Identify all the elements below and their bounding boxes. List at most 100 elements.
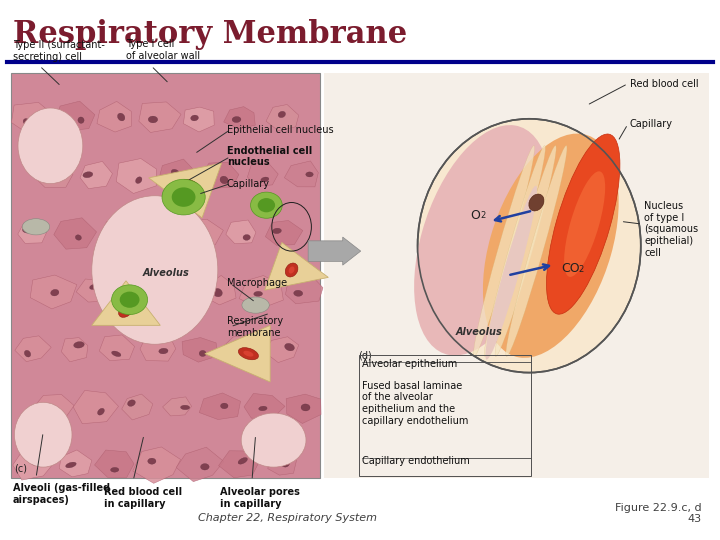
Ellipse shape bbox=[220, 176, 228, 184]
Text: Figure 22.9.c, d: Figure 22.9.c, d bbox=[616, 503, 702, 513]
Ellipse shape bbox=[23, 119, 30, 125]
Ellipse shape bbox=[418, 119, 641, 373]
Ellipse shape bbox=[201, 464, 209, 470]
Text: Fused basal laminae
of the alveolar
epithelium and the
capillary endothelium: Fused basal laminae of the alveolar epit… bbox=[362, 381, 469, 426]
Text: Type II (surfactant-
secreting) cell: Type II (surfactant- secreting) cell bbox=[13, 40, 105, 62]
Polygon shape bbox=[264, 337, 299, 362]
Polygon shape bbox=[139, 102, 181, 132]
Polygon shape bbox=[266, 220, 303, 245]
Ellipse shape bbox=[14, 402, 72, 467]
Polygon shape bbox=[30, 275, 77, 309]
Ellipse shape bbox=[528, 194, 544, 211]
Ellipse shape bbox=[112, 351, 121, 356]
Polygon shape bbox=[94, 450, 134, 477]
Text: Epithelial cell nucleus: Epithelial cell nucleus bbox=[227, 125, 333, 134]
Polygon shape bbox=[285, 275, 323, 304]
Text: Respiratory Membrane: Respiratory Membrane bbox=[13, 19, 408, 50]
Polygon shape bbox=[97, 102, 131, 132]
Text: Respiratory
membrane: Respiratory membrane bbox=[227, 316, 283, 338]
Polygon shape bbox=[73, 390, 119, 424]
Ellipse shape bbox=[18, 108, 83, 184]
Ellipse shape bbox=[241, 413, 306, 467]
Ellipse shape bbox=[485, 186, 537, 360]
Ellipse shape bbox=[66, 462, 76, 468]
Ellipse shape bbox=[485, 146, 545, 356]
Text: Type I cell
of alveolar wall: Type I cell of alveolar wall bbox=[126, 39, 200, 61]
Ellipse shape bbox=[112, 285, 148, 314]
Ellipse shape bbox=[191, 115, 199, 121]
Ellipse shape bbox=[78, 117, 84, 123]
Polygon shape bbox=[100, 219, 132, 247]
Text: Alveolus: Alveolus bbox=[456, 327, 502, 337]
Ellipse shape bbox=[506, 146, 567, 356]
Polygon shape bbox=[112, 273, 156, 307]
Polygon shape bbox=[176, 447, 224, 482]
Polygon shape bbox=[226, 220, 256, 244]
Text: 2: 2 bbox=[480, 211, 486, 220]
Ellipse shape bbox=[273, 228, 282, 234]
Polygon shape bbox=[59, 450, 92, 477]
Text: (d): (d) bbox=[359, 350, 372, 360]
Ellipse shape bbox=[301, 404, 310, 411]
Ellipse shape bbox=[122, 307, 130, 314]
Ellipse shape bbox=[564, 171, 606, 277]
Polygon shape bbox=[140, 334, 176, 361]
Text: Alveolus: Alveolus bbox=[143, 268, 189, 278]
Ellipse shape bbox=[546, 134, 620, 314]
Text: CO: CO bbox=[562, 262, 580, 275]
Ellipse shape bbox=[261, 177, 269, 182]
Ellipse shape bbox=[119, 303, 133, 318]
Polygon shape bbox=[122, 394, 153, 420]
Polygon shape bbox=[18, 222, 46, 244]
Ellipse shape bbox=[76, 235, 81, 240]
Ellipse shape bbox=[111, 468, 119, 472]
Ellipse shape bbox=[83, 172, 93, 178]
Text: 2: 2 bbox=[578, 265, 584, 274]
Polygon shape bbox=[158, 159, 196, 190]
Ellipse shape bbox=[181, 405, 189, 410]
Ellipse shape bbox=[117, 113, 125, 121]
Ellipse shape bbox=[495, 146, 556, 356]
Ellipse shape bbox=[128, 285, 138, 291]
Text: Endothelial cell
nucleus: Endothelial cell nucleus bbox=[227, 146, 312, 167]
Polygon shape bbox=[268, 451, 297, 475]
Text: 43: 43 bbox=[688, 514, 702, 524]
FancyBboxPatch shape bbox=[324, 73, 709, 478]
Ellipse shape bbox=[232, 117, 241, 123]
Polygon shape bbox=[132, 447, 181, 483]
Polygon shape bbox=[163, 397, 192, 416]
Ellipse shape bbox=[186, 183, 195, 190]
Ellipse shape bbox=[148, 458, 156, 464]
Text: Nucleus
of type I
(squamous
epithelial)
cell: Nucleus of type I (squamous epithelial) … bbox=[644, 201, 698, 258]
Ellipse shape bbox=[22, 227, 32, 233]
Polygon shape bbox=[182, 338, 217, 362]
Ellipse shape bbox=[240, 347, 249, 352]
Polygon shape bbox=[76, 279, 111, 302]
Polygon shape bbox=[61, 338, 88, 362]
Ellipse shape bbox=[114, 234, 123, 241]
Polygon shape bbox=[286, 394, 321, 423]
Polygon shape bbox=[33, 395, 74, 420]
FancyArrow shape bbox=[308, 237, 361, 265]
Polygon shape bbox=[13, 450, 53, 480]
Polygon shape bbox=[284, 161, 318, 187]
Polygon shape bbox=[199, 393, 240, 420]
Ellipse shape bbox=[97, 408, 104, 415]
Ellipse shape bbox=[159, 348, 168, 354]
Text: (c): (c) bbox=[14, 463, 27, 474]
Ellipse shape bbox=[258, 198, 275, 212]
Polygon shape bbox=[135, 217, 176, 248]
Ellipse shape bbox=[306, 172, 313, 177]
Polygon shape bbox=[117, 159, 156, 193]
Ellipse shape bbox=[199, 350, 206, 356]
Ellipse shape bbox=[192, 226, 202, 231]
Ellipse shape bbox=[238, 348, 258, 360]
Ellipse shape bbox=[251, 192, 282, 218]
Polygon shape bbox=[248, 164, 278, 186]
Text: Capillary: Capillary bbox=[630, 119, 673, 129]
Polygon shape bbox=[34, 160, 73, 187]
Polygon shape bbox=[15, 336, 51, 362]
Ellipse shape bbox=[24, 350, 31, 357]
Text: Alveoli (gas-filled
airspaces): Alveoli (gas-filled airspaces) bbox=[13, 483, 110, 505]
Ellipse shape bbox=[31, 459, 39, 465]
